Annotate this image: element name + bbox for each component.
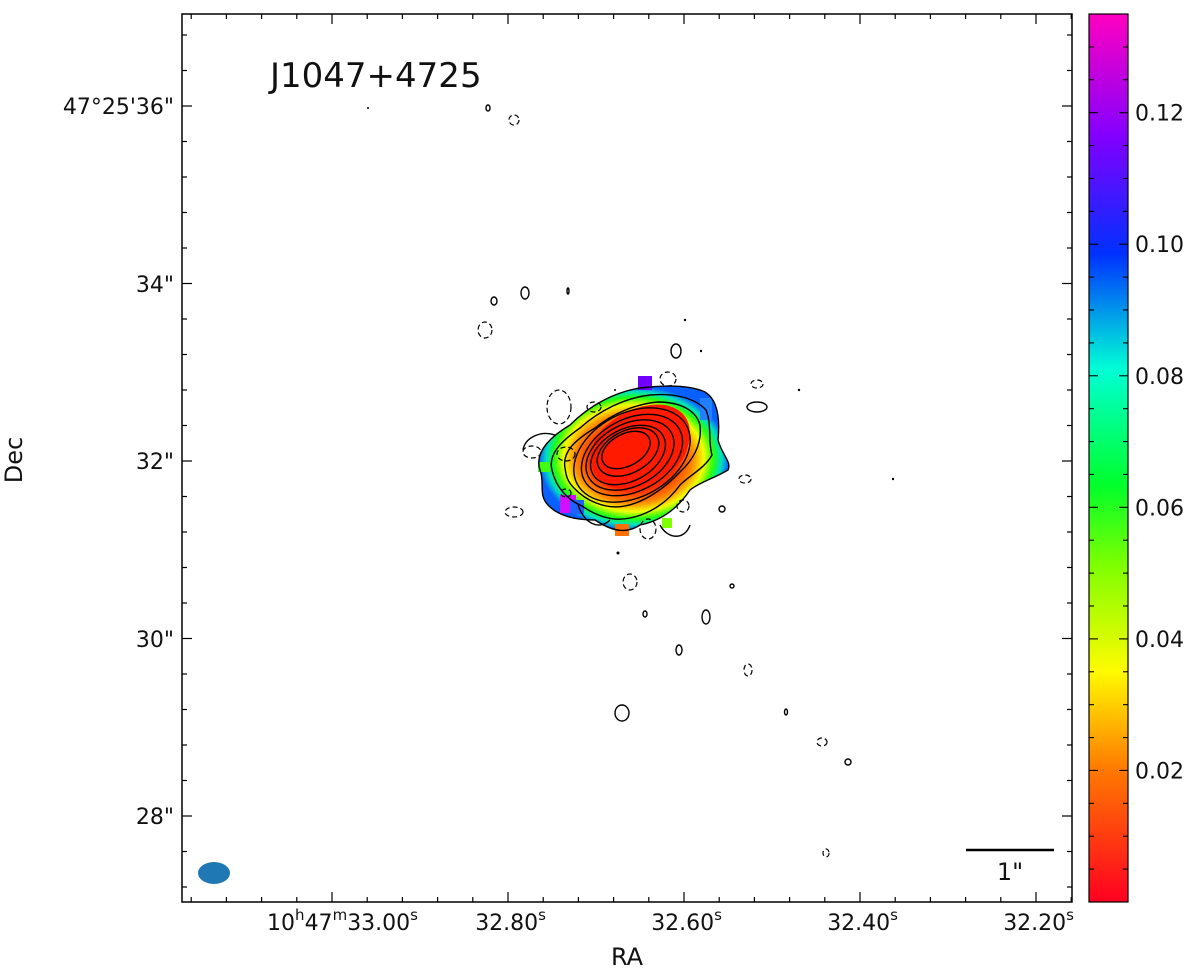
emission-pixel xyxy=(570,500,584,514)
contour-line xyxy=(622,573,638,591)
contour-line xyxy=(642,610,648,618)
contour-line xyxy=(701,609,711,625)
contour-line xyxy=(580,413,684,497)
colorbar-ticks: 0.02 0.04 0.06 0.08 0.10 0.12 xyxy=(1089,46,1184,870)
colorbar-tick-label: 0.10 xyxy=(1135,233,1184,258)
contour-speck xyxy=(616,551,620,555)
y-axis-label: Dec xyxy=(0,437,28,483)
scale-bar-label: 1" xyxy=(997,858,1023,886)
positive-contours xyxy=(485,104,852,766)
contour-line xyxy=(589,424,667,486)
contour-line xyxy=(560,488,572,498)
contour-line xyxy=(729,583,735,589)
contour-line xyxy=(676,499,690,513)
contour-line xyxy=(844,758,852,766)
contour-line xyxy=(563,401,702,508)
contour-line xyxy=(596,427,660,477)
contour-speck xyxy=(699,349,703,353)
colorbar xyxy=(1088,13,1129,903)
x-tick-label: 32.40s xyxy=(827,906,898,936)
y-tick-label: 47°25'36" xyxy=(63,95,174,120)
contour-line xyxy=(477,321,493,339)
contour-line xyxy=(585,419,675,491)
contour-line xyxy=(659,371,677,387)
x-axis: 10h47m33.00s 32.80s 32.60s 32.40s 32.20s xyxy=(190,14,1074,936)
emission-pixel xyxy=(662,518,672,528)
contour-line xyxy=(750,379,764,389)
contour-line xyxy=(490,296,498,306)
contour-line xyxy=(508,114,520,126)
contour-line xyxy=(586,401,602,413)
contour-line xyxy=(743,663,753,677)
contour-line xyxy=(522,432,556,451)
contour-specks xyxy=(367,107,895,555)
contour-line xyxy=(614,704,630,722)
contour-line xyxy=(538,385,730,532)
contour-line xyxy=(546,389,572,425)
x-tick-label: 10h47m33.00s xyxy=(267,906,418,936)
contour-line xyxy=(822,848,830,858)
contour-line xyxy=(659,524,691,537)
colorbar-tick-label: 0.04 xyxy=(1135,628,1184,653)
contour-line xyxy=(601,430,651,470)
emission-pixel xyxy=(538,462,550,472)
x-axis-label: RA xyxy=(611,943,644,971)
chart-title: J1047+4725 xyxy=(268,56,482,96)
colorbar-tick-label: 0.08 xyxy=(1135,365,1184,390)
contour-line xyxy=(504,506,524,518)
contour-line xyxy=(577,504,611,526)
x-tick-label: 32.60s xyxy=(651,906,722,936)
contour-speck xyxy=(614,389,616,391)
contour-line xyxy=(670,343,682,359)
contour-line xyxy=(783,708,789,716)
colorbar-tick-label: 0.12 xyxy=(1135,102,1184,127)
contour-line xyxy=(816,737,828,747)
y-tick-label: 34" xyxy=(136,273,174,298)
colorbar-tick-label: 0.06 xyxy=(1135,496,1184,521)
colorbar-tick-label: 0.02 xyxy=(1135,759,1184,784)
contour-line xyxy=(556,446,576,462)
contour-line xyxy=(520,286,530,300)
contour-speck xyxy=(367,107,369,109)
contour-line xyxy=(738,474,752,484)
negative-contours xyxy=(477,114,830,858)
beam-ellipse xyxy=(198,862,230,884)
contour-line xyxy=(485,104,491,112)
contour-line xyxy=(639,518,657,540)
y-tick-label: 32" xyxy=(136,450,174,475)
contour-speck xyxy=(797,388,801,392)
contour-line xyxy=(675,644,683,656)
x-tick-label: 32.80s xyxy=(475,906,546,936)
contour-line xyxy=(522,445,542,459)
contour-line xyxy=(550,393,713,520)
y-tick-label: 30" xyxy=(136,628,174,653)
contour-line xyxy=(718,505,726,513)
contour-line xyxy=(746,401,768,413)
contour-speck xyxy=(891,477,895,481)
contour-speck xyxy=(683,318,687,322)
contour-line xyxy=(573,407,691,503)
x-tick-label: 32.20s xyxy=(1003,906,1074,936)
y-axis: 47°25'36" 34" 32" 30" 28" xyxy=(63,34,1072,888)
contour-line xyxy=(566,287,570,295)
y-tick-label: 28" xyxy=(136,805,174,830)
